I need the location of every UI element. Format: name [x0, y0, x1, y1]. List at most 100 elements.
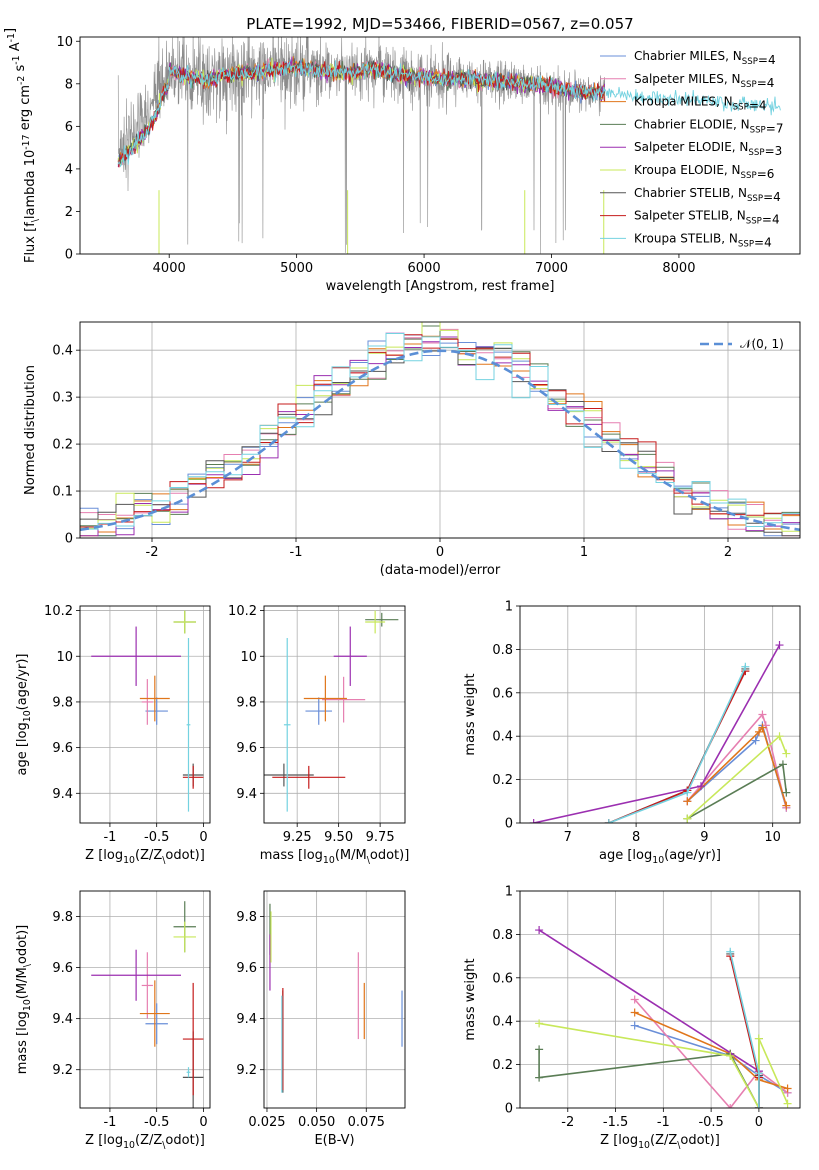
y-tick-label: 9.4: [236, 787, 257, 802]
text-run: ]: [15, 654, 30, 659]
weight-point-marker: [782, 788, 791, 797]
legend-label: Kroupa STELIB, NSSP=4: [634, 231, 772, 249]
x-tick-label: 5000: [280, 261, 313, 276]
x-tick-label: 4000: [153, 261, 186, 276]
x-tick-label: 0: [755, 1115, 763, 1130]
errorbar-point: [141, 952, 153, 1019]
axes-residuals: -2 -1 0 1 2 0 0.1 0.2 0.3 0.4 (data-model)/error No…: [23, 321, 801, 578]
text-run: age [log: [15, 722, 30, 775]
weight-point-marker: [775, 732, 784, 741]
weight-point-marker: [726, 1104, 735, 1108]
axes-spectrum: 4000 5000 6000 7000 8000 0 2 4 6 8 10 wavelength [A…: [3, 28, 801, 294]
math-run: \: [677, 1140, 681, 1151]
weight-series-line: [608, 666, 747, 823]
axes-weight_vs_Z: -2 -1.5 -1 -0.5 0 0 0.2 0.4 0.6 0.8 1 Z [log10(Z/Z\…: [463, 885, 801, 1151]
y-tick-label: 6: [65, 120, 73, 135]
errorbar-point: [322, 676, 366, 723]
x-tick-label: 0.050: [298, 1115, 335, 1130]
math-run: 10: [638, 1140, 650, 1151]
y-tick-label: 9.6: [52, 741, 73, 756]
plot-area: [91, 610, 204, 812]
x-tick-label: 0: [436, 545, 444, 560]
y-tick-label: 0: [505, 1102, 513, 1117]
y-tick-label: 9.4: [236, 1012, 257, 1027]
y-tick-label: 0.4: [52, 344, 73, 359]
weight-point-marker: [535, 1045, 544, 1054]
gaussian-reference-curve: [80, 349, 800, 532]
math-run: (Z/Z: [135, 848, 162, 863]
weight-series-line: [686, 712, 788, 808]
x-tick-label: 0: [199, 1115, 207, 1130]
text-run: Chabrier MILES, N: [634, 49, 742, 63]
x-tick-label: 10: [764, 830, 781, 845]
text-run: Z [log: [85, 848, 123, 863]
math-run: SSP: [741, 171, 757, 181]
y-axis-label: mass weight: [463, 958, 478, 1040]
text-run: ]: [15, 925, 30, 930]
model-spectrum-line: [117, 60, 781, 168]
x-tick-label: 9: [700, 830, 708, 845]
x-tick-label: 8000: [662, 261, 695, 276]
y-tick-label: 0: [505, 817, 513, 832]
text-run: =4: [763, 190, 781, 204]
legend-label: Salpeter ELODIE, NSSP=3: [634, 140, 782, 158]
legend-label: Chabrier MILES, NSSP=4: [634, 49, 776, 67]
math-run: -17: [21, 134, 32, 149]
errorbar-point: [305, 697, 333, 725]
errorbar-point: [139, 980, 170, 1047]
text-run: =4: [762, 213, 780, 227]
math-run: SSP: [738, 239, 754, 249]
weight-point-marker: [754, 1034, 763, 1043]
math-run: odot): [15, 930, 30, 964]
math-run: odot): [165, 848, 199, 863]
x-tick-label: 1: [580, 545, 588, 560]
axes-frame: [519, 890, 801, 1109]
weight-point-marker: [758, 710, 767, 719]
x-axis-label: (data-model)/error: [380, 563, 501, 578]
math-run: SSP: [733, 103, 749, 113]
x-tick-label: 9.25: [283, 830, 312, 845]
x-axis-label: Z [log10(Z/Z\odot)]: [85, 848, 205, 866]
math-run: 10: [22, 710, 33, 722]
text-run: =7: [766, 121, 784, 135]
x-tick-label: 0.025: [248, 1115, 285, 1130]
text-run: Kroupa STELIB, N: [634, 231, 738, 245]
axes-frame: [519, 605, 801, 824]
math-run: (age/yr): [664, 848, 716, 863]
figure-title: PLATE=1992, MJD=53466, FIBERID=0567, z=0…: [246, 15, 633, 33]
errorbar-point: [145, 697, 168, 725]
text-run: erg cm: [18, 85, 33, 134]
text-run: =3: [765, 144, 783, 158]
weight-series-line: [538, 1022, 789, 1108]
weight-point-marker: [535, 1019, 544, 1028]
y-tick-label: 10.2: [228, 604, 257, 619]
x-tick-label: -1: [290, 545, 303, 560]
plot-area: [264, 610, 399, 812]
y-tick-label: 0.6: [492, 971, 513, 986]
y-tick-label: 9.4: [52, 787, 73, 802]
weight-point-marker: [741, 662, 750, 671]
x-tick-label: -1: [103, 1115, 116, 1130]
text-run: =4: [754, 235, 772, 249]
weight-point-marker: [604, 819, 613, 823]
weight-series-line: [686, 723, 788, 809]
y-axis-label: Flux [f\lambda 10-17 erg cm-2 s-1 A-1]: [3, 28, 41, 263]
x-tick-label: 0.075: [348, 1115, 385, 1130]
x-tick-label: 7: [564, 830, 572, 845]
y-tick-label: 1: [505, 600, 513, 615]
math-run: lambda 10: [23, 150, 38, 219]
text-run: Chabrier STELIB, N: [634, 186, 747, 200]
weight-series-line: [686, 763, 788, 820]
x-tick-label: -2: [146, 545, 159, 560]
math-run: SSP: [746, 217, 762, 227]
math-run: odot): [680, 1133, 714, 1148]
y-tick-label: 1: [505, 885, 513, 900]
y-tick-label: 9.8: [52, 910, 73, 925]
text-run: ]: [200, 1133, 205, 1148]
math-run: -2: [16, 76, 27, 85]
text-run: (data-model)/error: [380, 563, 501, 578]
plot-area: [529, 641, 791, 823]
legend-label: Kroupa MILES, NSSP=4: [634, 95, 767, 113]
